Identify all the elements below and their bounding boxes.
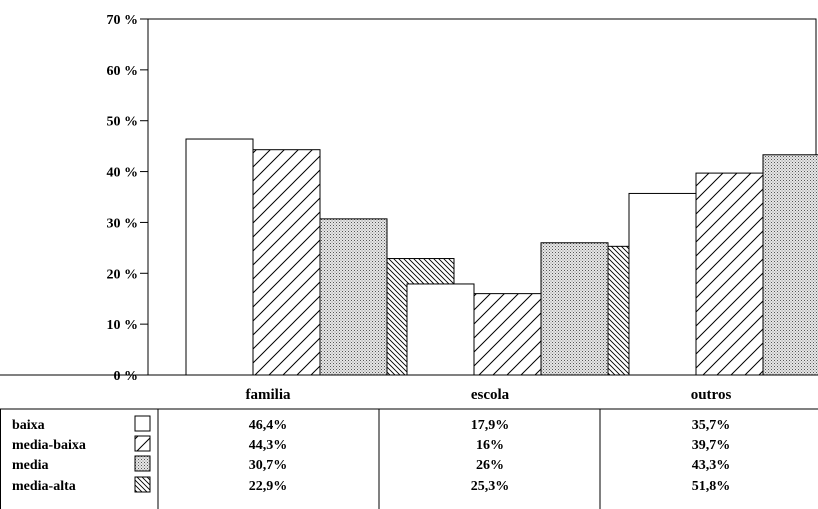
legend-swatch [134, 455, 151, 472]
bar [185, 138, 254, 376]
y-tick-label: 20 % [107, 267, 139, 282]
data-label: 26% [476, 458, 504, 473]
category-label: familia [246, 387, 291, 403]
data-label: 22,9% [249, 479, 288, 494]
bar [252, 149, 321, 376]
data-label: 43,3% [692, 458, 731, 473]
bar [762, 154, 818, 376]
data-label: 44,3% [249, 438, 288, 453]
y-tick-label: 60 % [107, 64, 139, 79]
data-label: 46,4% [249, 418, 288, 433]
data-label: 17,9% [471, 418, 510, 433]
legend-label: baixa [12, 418, 45, 433]
legend-swatch [134, 435, 151, 452]
y-tick-label: 30 % [107, 216, 139, 231]
bar [695, 172, 764, 376]
bar [628, 192, 697, 376]
legend-swatch [134, 476, 151, 493]
data-table: familia escola outros baixa 46,4% 17,9% 35,7% m… [0, 374, 818, 509]
bars-layer [185, 138, 818, 376]
category-label: outros [691, 387, 732, 403]
data-label: 25,3% [471, 479, 510, 494]
y-tick-label: 40 % [107, 166, 139, 181]
category-label: escola [471, 387, 510, 403]
data-label: 16% [476, 438, 504, 453]
legend-swatch [134, 415, 151, 432]
legend-label: media-alta [12, 479, 76, 494]
bar [540, 242, 609, 376]
legend-label: media-baixa [12, 438, 86, 453]
y-tick-label: 70 % [107, 13, 139, 28]
y-tick-label: 0 % [114, 369, 139, 384]
bar [473, 293, 542, 376]
data-label: 39,7% [692, 438, 731, 453]
data-label: 35,7% [692, 418, 731, 433]
y-tick-label: 10 % [107, 318, 139, 333]
y-tick-label: 50 % [107, 115, 139, 130]
legend-label: media [12, 458, 49, 473]
data-label: 30,7% [249, 458, 288, 473]
bar [406, 283, 475, 376]
bar [319, 218, 388, 376]
data-label: 51,8% [692, 479, 731, 494]
